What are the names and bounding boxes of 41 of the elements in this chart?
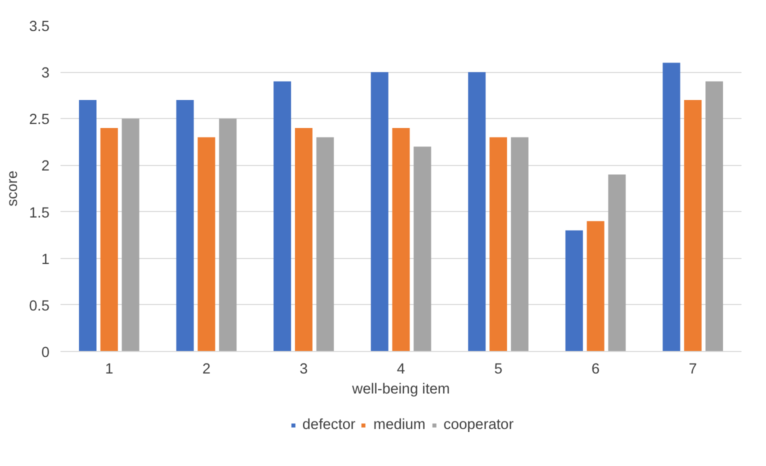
bar [608, 174, 626, 352]
y-tick-label: 3.5 [29, 19, 50, 35]
x-axis-title: well-being item [351, 382, 450, 398]
y-tick-label: 3 [41, 66, 50, 82]
bar [468, 72, 486, 352]
bar [294, 128, 312, 352]
y-tick-label: 0.5 [29, 298, 50, 314]
bar [274, 81, 292, 352]
y-tick-label: 1.5 [29, 205, 50, 222]
bar [662, 62, 680, 352]
bar [490, 137, 508, 352]
bar [370, 72, 388, 352]
bar [684, 100, 702, 352]
legend-label: cooperator [444, 417, 514, 433]
x-tick-label: 3 [300, 362, 308, 378]
bar [392, 128, 410, 352]
bar [122, 118, 140, 352]
bar [565, 230, 583, 352]
y-tick-label: 2 [41, 158, 50, 175]
bar [586, 221, 604, 352]
bar [176, 100, 194, 352]
bar [78, 100, 96, 352]
bar [100, 128, 118, 352]
x-tick-label: 4 [396, 362, 406, 378]
x-tick-label: 1 [105, 362, 114, 378]
x-tick-label: 6 [591, 362, 600, 378]
x-tick-label: 5 [494, 362, 502, 378]
legend-label: defector [302, 417, 356, 433]
bar [219, 118, 237, 352]
bar [510, 137, 528, 352]
x-tick-label: 7 [688, 362, 697, 378]
bar [198, 137, 216, 352]
bar [414, 146, 432, 352]
y-tick-label: 1 [41, 252, 50, 268]
x-tick-label: 2 [202, 362, 211, 378]
legend-label: medium [373, 417, 426, 433]
y-tick-label: 0 [41, 345, 50, 361]
bar [706, 81, 724, 352]
y-tick-label: 2.5 [29, 112, 50, 128]
bar [316, 137, 334, 352]
y-axis-title: score [5, 170, 22, 206]
